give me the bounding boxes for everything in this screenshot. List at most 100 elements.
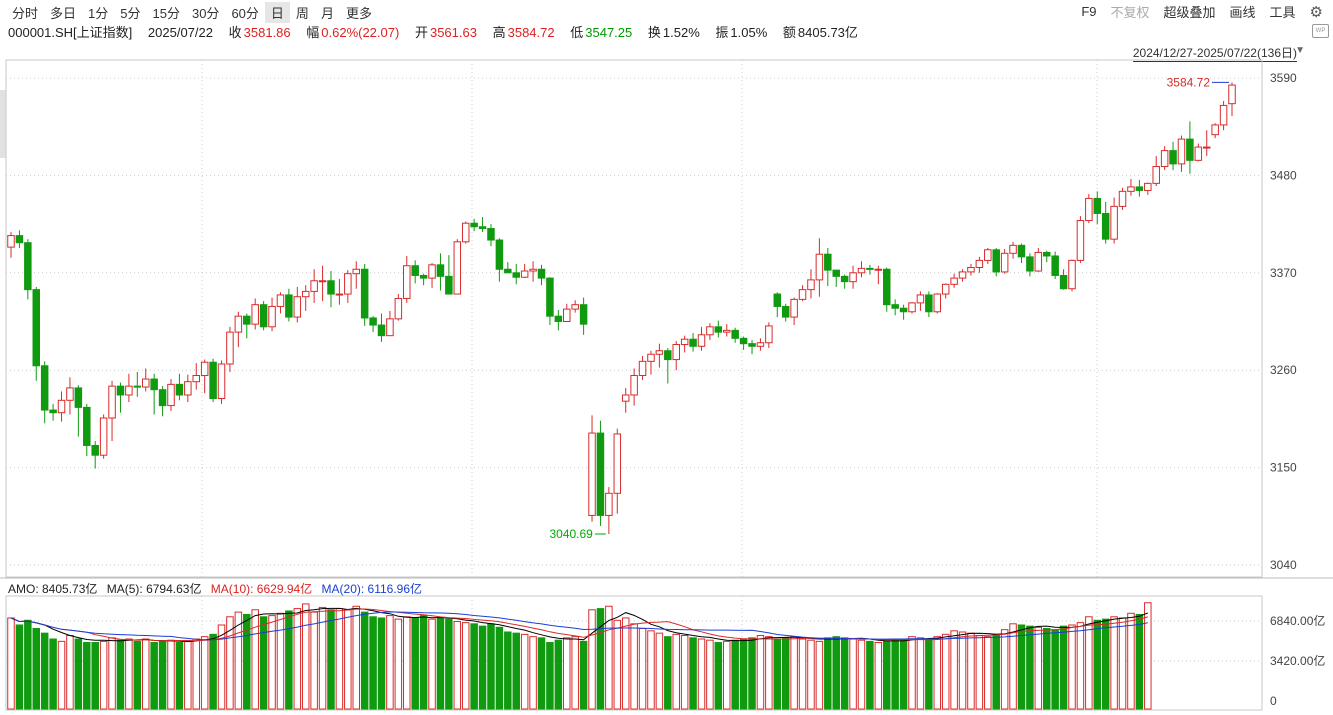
volume-bar: [706, 639, 714, 710]
volume-bar: [217, 624, 226, 710]
volume-bar: [840, 637, 849, 710]
candle-body: [83, 406, 91, 446]
volume-bar: [1127, 612, 1135, 710]
volume-bar: [1110, 616, 1118, 710]
period-tab[interactable]: 多日: [50, 6, 77, 21]
period-tab[interactable]: 30分: [191, 6, 220, 21]
volume-bar: [310, 611, 318, 710]
volume-bar: [941, 633, 950, 710]
candle-body: [1144, 182, 1152, 191]
candle-body: [908, 302, 916, 313]
volume-bar: [234, 611, 243, 710]
candle-body: [200, 361, 209, 377]
candle-body: [1194, 146, 1203, 161]
volume-bar: [386, 615, 394, 710]
candle-body: [958, 271, 967, 279]
candle-body: [1152, 166, 1160, 184]
candle-body: [133, 385, 142, 388]
candle-body: [975, 259, 984, 268]
volume-bar: [411, 617, 419, 710]
volume-bar: [1017, 624, 1026, 710]
candle-body: [310, 280, 318, 292]
volume-bar: [1051, 629, 1059, 710]
volume-bar: [773, 638, 782, 710]
candle-body: [91, 444, 99, 456]
range-dropdown-icon[interactable]: ▼: [1295, 45, 1305, 56]
y-tick-label: 3040: [1270, 558, 1297, 572]
candle-body: [1118, 190, 1127, 207]
volume-bar: [403, 616, 411, 710]
candle-body: [874, 268, 883, 271]
period-tab[interactable]: 5分: [120, 6, 141, 21]
candle-body: [1135, 186, 1144, 191]
candle-body: [192, 375, 201, 383]
period-tab[interactable]: 分时: [12, 6, 39, 21]
candle-body: [714, 326, 723, 333]
volume-bar: [554, 639, 563, 710]
period-tab[interactable]: 月: [320, 6, 334, 21]
date-range-label[interactable]: 2024/12/27-2025/07/22(136日): [1132, 46, 1297, 62]
candle-body: [175, 383, 184, 396]
volume-bar: [495, 626, 504, 710]
candle-body: [394, 297, 403, 320]
volume-bar: [1076, 622, 1085, 710]
volume-bar: [984, 636, 992, 710]
candle-body: [984, 249, 992, 261]
f9-button[interactable]: F9: [1081, 4, 1097, 19]
candle-body: [1085, 197, 1093, 222]
volume-bar: [158, 640, 167, 710]
candle-body: [377, 324, 386, 337]
volume-bar: [975, 635, 984, 710]
volume-bar: [596, 608, 605, 710]
volume-bar: [899, 639, 908, 710]
tools-button[interactable]: 工具: [1269, 5, 1296, 20]
volume-bar: [638, 627, 647, 710]
volume-bar: [857, 639, 866, 710]
wp-icon[interactable]: WP: [1312, 24, 1329, 38]
volume-bar: [748, 637, 756, 710]
y-tick-label: 3260: [1270, 363, 1297, 377]
candle-body: [638, 360, 647, 377]
toolbar-right: F9 不复权 超级叠加 画线 工具 ⚙: [1081, 2, 1323, 21]
candle-body: [1127, 186, 1135, 192]
candle-body: [630, 375, 638, 396]
candle-body: [57, 399, 66, 414]
volume-bar: [916, 637, 925, 710]
candle-body: [411, 265, 419, 276]
candle-body: [1186, 138, 1194, 161]
y-tick-label: 3370: [1270, 266, 1297, 280]
candle-body: [950, 277, 958, 285]
candle-body: [352, 268, 360, 275]
no-adjust-button[interactable]: 不复权: [1110, 5, 1150, 20]
volume-bar: [1042, 627, 1051, 710]
candle-body: [403, 265, 411, 299]
volume-bar: [40, 632, 49, 710]
volume-bar: [790, 636, 798, 710]
candle-body: [790, 298, 798, 318]
gear-icon[interactable]: ⚙: [1309, 3, 1323, 21]
candle-body: [1202, 146, 1211, 149]
volume-bar: [849, 638, 857, 710]
period-tab[interactable]: 日: [264, 2, 290, 23]
side-panel-tab[interactable]: [0, 90, 6, 158]
volume-bar: [125, 638, 133, 710]
period-tab[interactable]: 15分: [152, 6, 180, 21]
period-tab[interactable]: 60分: [231, 6, 259, 21]
candle-body: [967, 266, 975, 273]
period-tab[interactable]: 周: [295, 6, 309, 21]
volume-bar: [360, 611, 369, 710]
volume-bar: [487, 623, 495, 710]
super-overlay-button[interactable]: 超级叠加: [1163, 5, 1216, 20]
period-tab[interactable]: 更多: [345, 6, 372, 21]
candle-body: [899, 307, 908, 313]
candle-body: [243, 315, 251, 325]
candle-body: [15, 235, 24, 244]
draw-line-button[interactable]: 画线: [1229, 5, 1256, 20]
candle-body: [916, 294, 925, 304]
volume-panel-frame: [5, 595, 1263, 711]
candle-body: [301, 290, 310, 298]
volume-bar: [958, 631, 967, 710]
period-tab[interactable]: 1分: [88, 6, 109, 21]
quote-date: 2025/07/22: [147, 25, 213, 40]
